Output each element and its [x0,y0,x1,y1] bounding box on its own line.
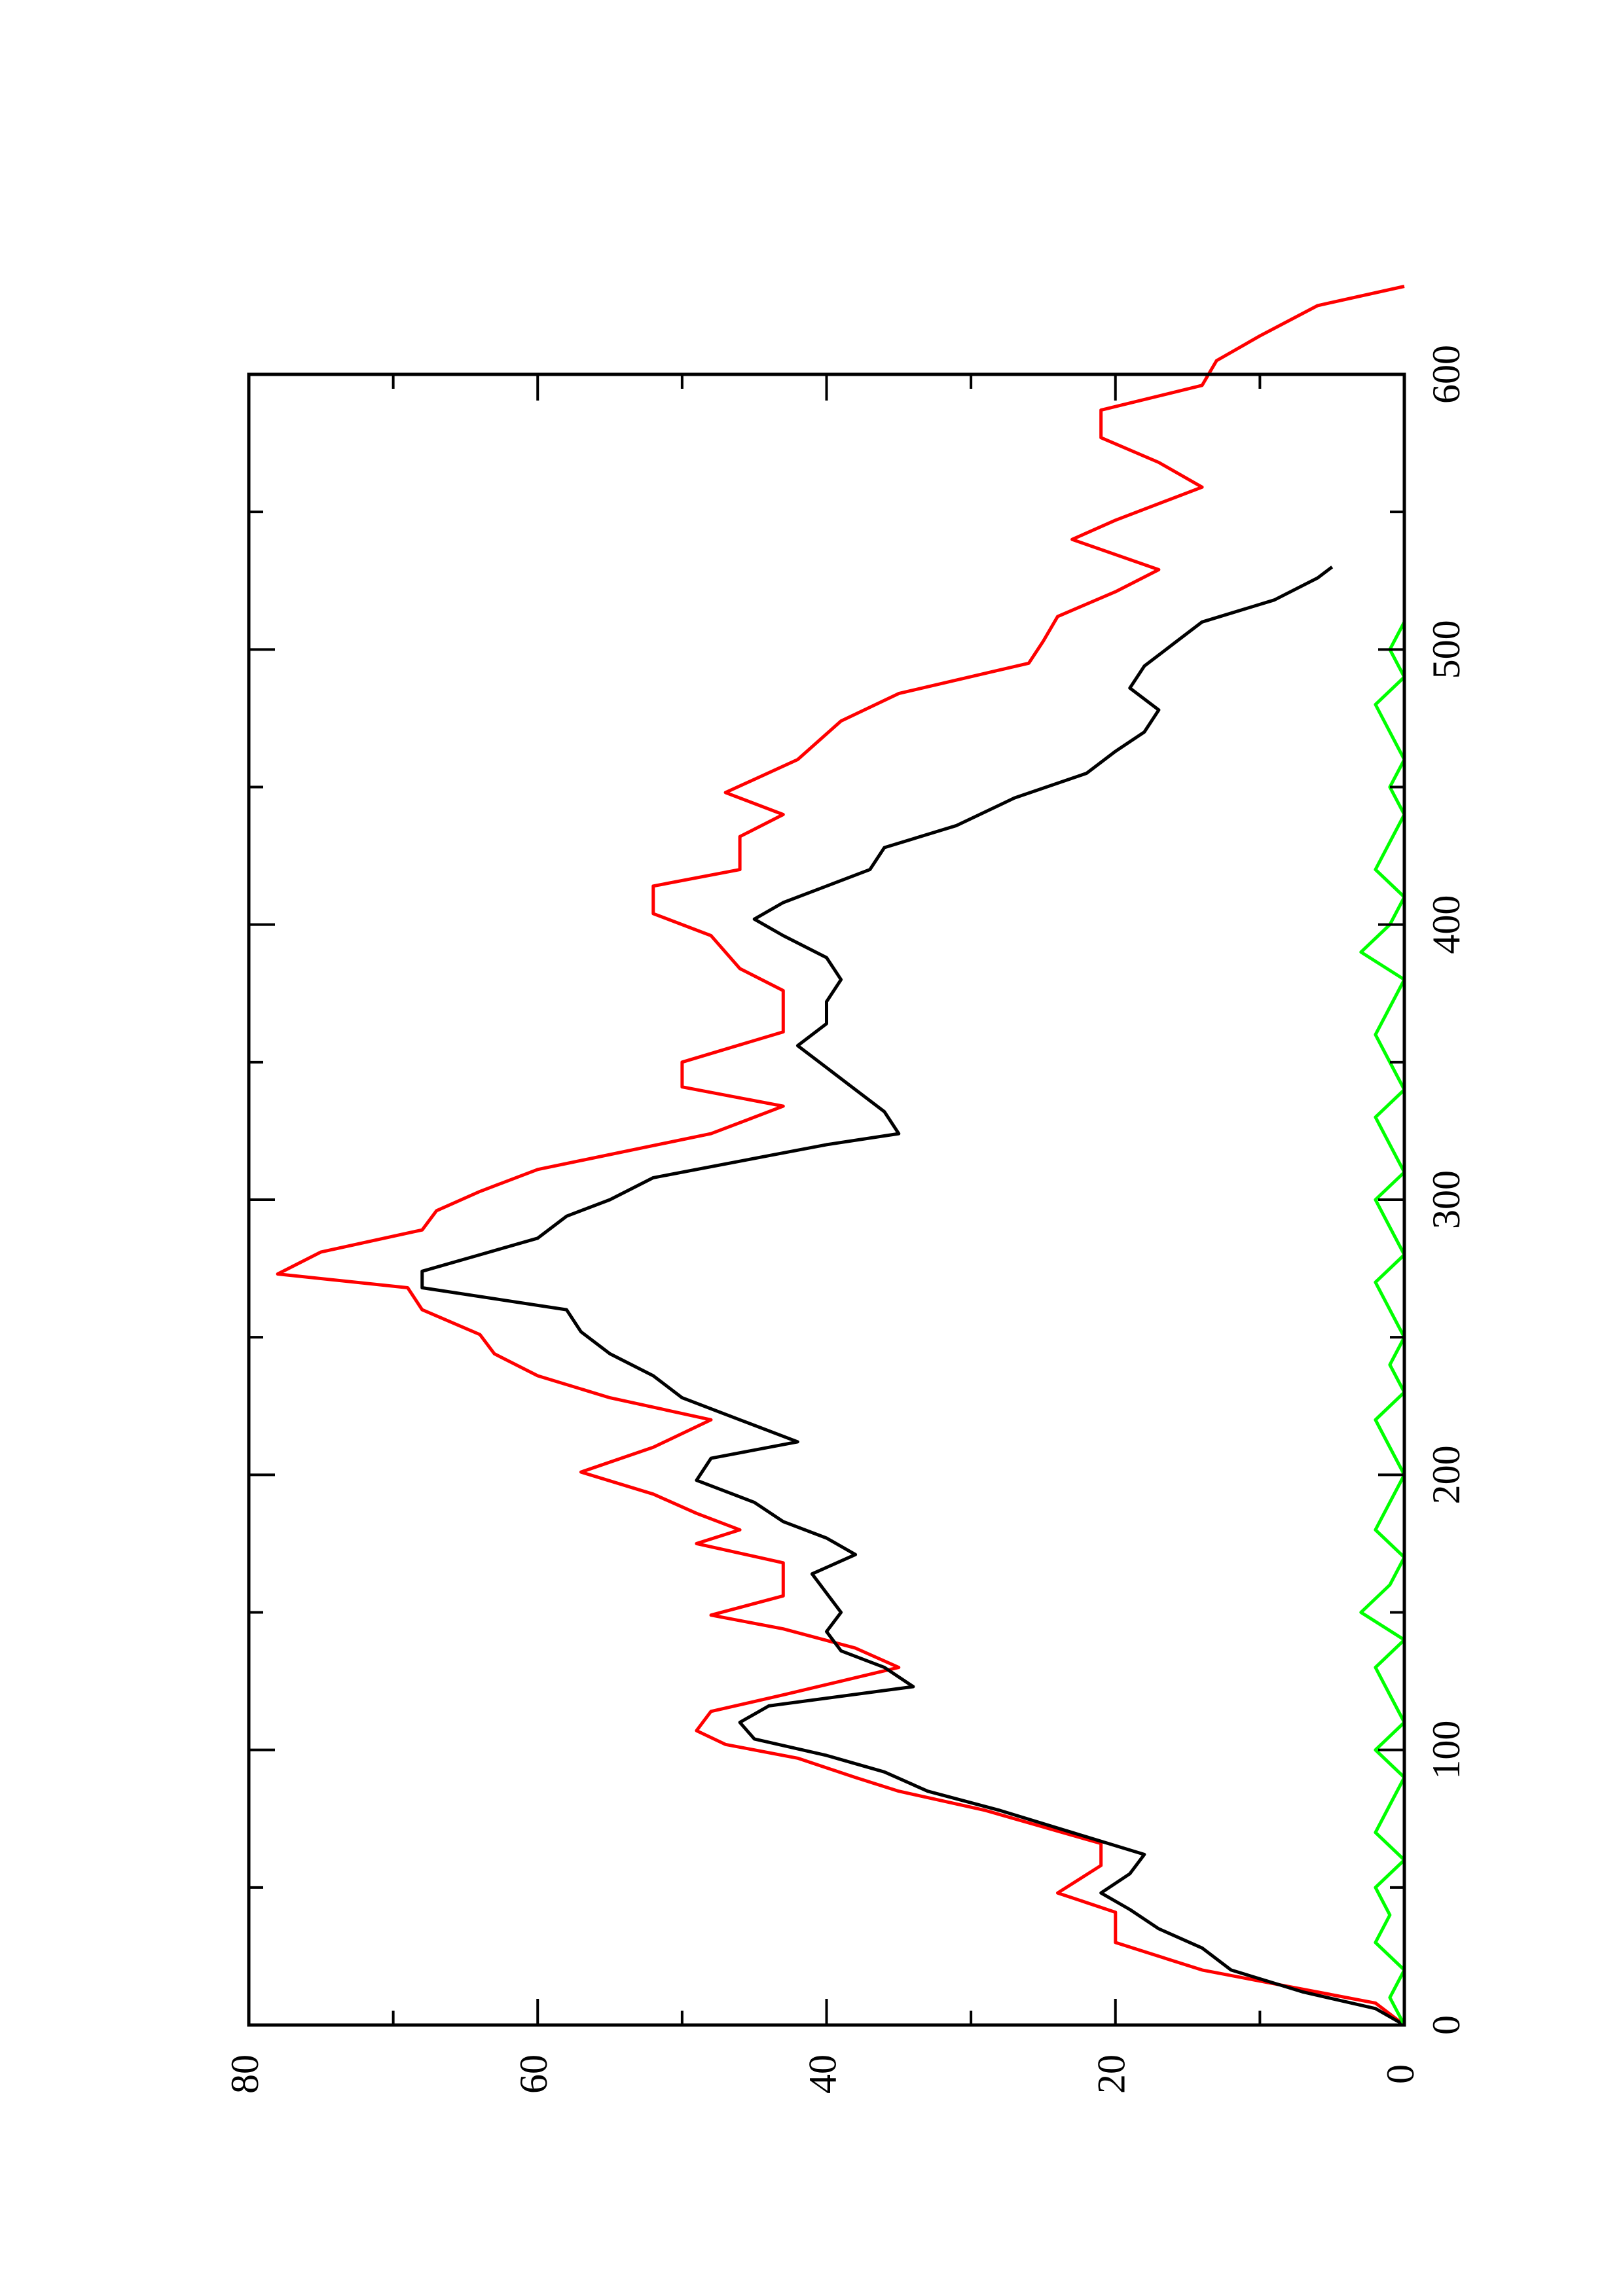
y-tick-label: 40 [801,2054,844,2094]
x-tick-label: 600 [1425,345,1468,404]
plot-frame [247,372,1406,2027]
x-tick-label: 0 [1425,2015,1468,2035]
x-tick-label: 400 [1425,895,1468,954]
series-line-2 [420,565,1406,2027]
x-tick-label: 300 [1425,1170,1468,1229]
series-line-1 [276,285,1406,2026]
y-tick-label: 60 [512,2054,555,2094]
y-tick-label: 0 [1379,2064,1422,2084]
x-tick-label: 100 [1425,1721,1468,1780]
tick-labels: 0 100 200 300 400 500 600 0 20 40 60 80 [223,345,1468,2094]
y-tick-label: 20 [1090,2054,1133,2094]
series-line-3 [1359,621,1406,2026]
x-tick-label: 500 [1425,620,1468,679]
x-tick-label: 200 [1425,1445,1468,1504]
plot-area [276,285,1406,2027]
y-tick-label: 80 [223,2054,266,2094]
axes [247,372,1406,2027]
